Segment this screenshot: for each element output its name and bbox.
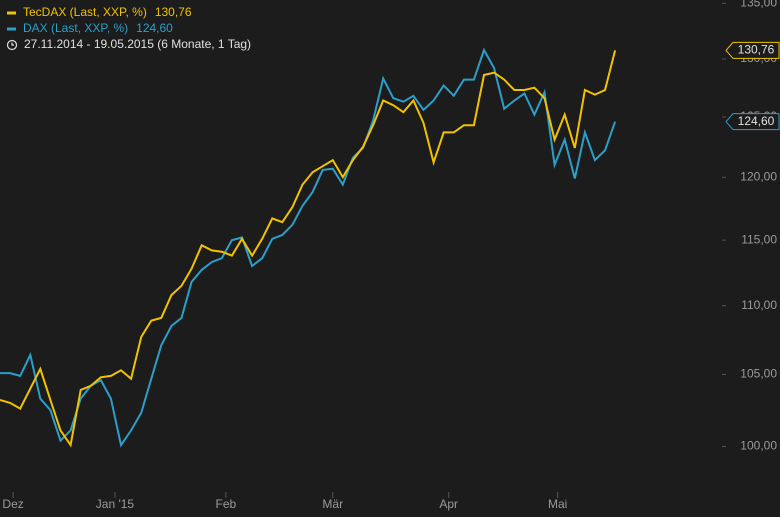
x-tick-label: Mai [548, 497, 567, 511]
x-tick-label: Jan '15 [96, 497, 135, 511]
value-badge [725, 41, 780, 59]
legend-label: TecDAX (Last, XXP, %) 130,76 [23, 5, 192, 19]
legend-label: DAX (Last, XXP, %) 124,60 [23, 21, 173, 35]
value-badge-label: 130,76 [738, 43, 775, 57]
clock-hands [11, 42, 14, 46]
x-tick-label: Apr [439, 497, 458, 511]
value-badge-label: 124,60 [738, 114, 775, 128]
y-tick-label: 100,00 [740, 439, 777, 453]
value-badge [725, 113, 780, 131]
y-tick-label: 135,00 [740, 0, 777, 9]
chart-subtitle: 27.11.2014 - 19.05.2015 (6 Monate, 1 Tag… [24, 37, 251, 51]
legend-swatch [7, 11, 16, 15]
x-tick-label: Dez [2, 497, 23, 511]
legend-swatch [7, 27, 16, 31]
legend-value: 124,60 [136, 21, 173, 35]
x-tick-label: Mär [322, 497, 343, 511]
legend-value: 130,76 [155, 5, 192, 19]
y-tick-label: 115,00 [741, 232, 777, 246]
y-tick-label: 110,00 [741, 298, 777, 312]
y-tick-label: 120,00 [740, 169, 777, 183]
series-line [0, 50, 617, 448]
clock-icon [6, 39, 18, 51]
y-tick-label: 105,00 [740, 367, 777, 381]
x-tick-label: Feb [216, 497, 237, 511]
legend-name: DAX (Last, XXP, %) [23, 21, 128, 35]
legend-name: TecDAX (Last, XXP, %) [23, 5, 147, 19]
series-line [0, 47, 617, 448]
